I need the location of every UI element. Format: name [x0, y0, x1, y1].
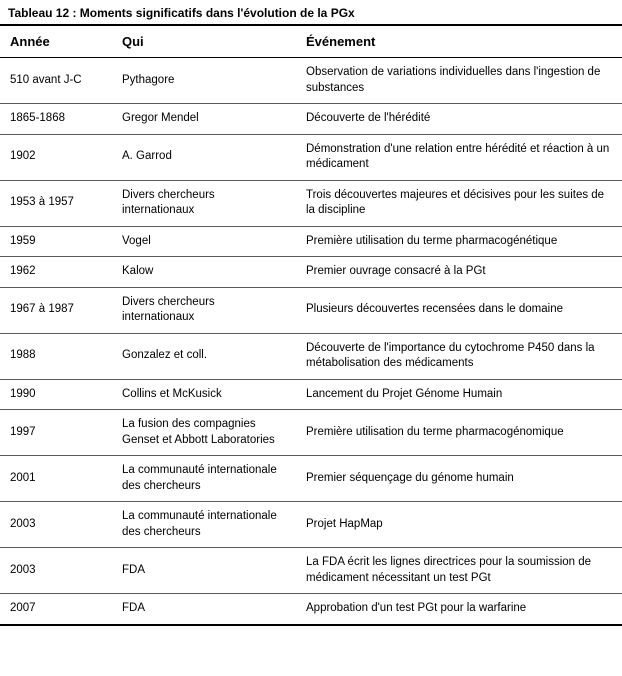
cell-year: 2003	[0, 548, 112, 594]
table-row: 510 avant J-C Pythagore Observation de v…	[0, 58, 622, 104]
cell-year: 510 avant J-C	[0, 58, 112, 104]
cell-event: Premier ouvrage consacré à la PGt	[296, 257, 622, 288]
col-header-who: Qui	[112, 25, 296, 58]
table-row: 1997 La fusion des compagnies Genset et …	[0, 410, 622, 456]
cell-who: FDA	[112, 594, 296, 625]
cell-year: 2001	[0, 456, 112, 502]
cell-year: 1988	[0, 333, 112, 379]
cell-event: Projet HapMap	[296, 502, 622, 548]
table-row: 1988 Gonzalez et coll. Découverte de l'i…	[0, 333, 622, 379]
cell-year: 1962	[0, 257, 112, 288]
cell-year: 1990	[0, 379, 112, 410]
cell-event: Découverte de l'importance du cytochrome…	[296, 333, 622, 379]
table-row: 1962 Kalow Premier ouvrage consacré à la…	[0, 257, 622, 288]
cell-year: 1959	[0, 226, 112, 257]
cell-who: Gonzalez et coll.	[112, 333, 296, 379]
table-row: 1865-1868 Gregor Mendel Découverte de l'…	[0, 104, 622, 135]
table-row: 2007 FDA Approbation d'un test PGt pour …	[0, 594, 622, 625]
table-row: 1902 A. Garrod Démonstration d'une relat…	[0, 134, 622, 180]
cell-event: Lancement du Projet Génome Humain	[296, 379, 622, 410]
cell-who: La fusion des compagnies Genset et Abbot…	[112, 410, 296, 456]
cell-who: FDA	[112, 548, 296, 594]
cell-year: 1953 à 1957	[0, 180, 112, 226]
table-row: 2003 FDA La FDA écrit les lignes directr…	[0, 548, 622, 594]
col-header-year: Année	[0, 25, 112, 58]
cell-year: 2007	[0, 594, 112, 625]
cell-year: 1902	[0, 134, 112, 180]
table-row: 2003 La communauté internationale des ch…	[0, 502, 622, 548]
cell-who: Kalow	[112, 257, 296, 288]
cell-year: 1997	[0, 410, 112, 456]
cell-who: Divers chercheurs internationaux	[112, 180, 296, 226]
cell-year: 1865-1868	[0, 104, 112, 135]
cell-who: Pythagore	[112, 58, 296, 104]
cell-event: Trois découvertes majeures et décisives …	[296, 180, 622, 226]
cell-event: Première utilisation du terme pharmacogé…	[296, 226, 622, 257]
cell-who: Gregor Mendel	[112, 104, 296, 135]
cell-event: Découverte de l'hérédité	[296, 104, 622, 135]
cell-event: Démonstration d'une relation entre héréd…	[296, 134, 622, 180]
cell-who: Vogel	[112, 226, 296, 257]
col-header-event: Événement	[296, 25, 622, 58]
table-header-row: Année Qui Événement	[0, 25, 622, 58]
cell-who: A. Garrod	[112, 134, 296, 180]
cell-event: La FDA écrit les lignes directrices pour…	[296, 548, 622, 594]
cell-event: Premier séquençage du génome humain	[296, 456, 622, 502]
cell-who: La communauté internationale des cherche…	[112, 502, 296, 548]
table-row: 1990 Collins et McKusick Lancement du Pr…	[0, 379, 622, 410]
cell-year: 1967 à 1987	[0, 287, 112, 333]
cell-who: Collins et McKusick	[112, 379, 296, 410]
table-row: 1967 à 1987 Divers chercheurs internatio…	[0, 287, 622, 333]
pgx-history-table: Année Qui Événement 510 avant J-C Pythag…	[0, 24, 622, 626]
table-row: 1953 à 1957 Divers chercheurs internatio…	[0, 180, 622, 226]
cell-event: Première utilisation du terme pharmacogé…	[296, 410, 622, 456]
table-row: 1959 Vogel Première utilisation du terme…	[0, 226, 622, 257]
cell-event: Observation de variations individuelles …	[296, 58, 622, 104]
table-row: 2001 La communauté internationale des ch…	[0, 456, 622, 502]
cell-event: Approbation d'un test PGt pour la warfar…	[296, 594, 622, 625]
cell-who: Divers chercheurs internationaux	[112, 287, 296, 333]
cell-who: La communauté internationale des cherche…	[112, 456, 296, 502]
table-body: 510 avant J-C Pythagore Observation de v…	[0, 58, 622, 625]
cell-event: Plusieurs découvertes recensées dans le …	[296, 287, 622, 333]
cell-year: 2003	[0, 502, 112, 548]
table-caption: Tableau 12 : Moments significatifs dans …	[0, 0, 622, 24]
